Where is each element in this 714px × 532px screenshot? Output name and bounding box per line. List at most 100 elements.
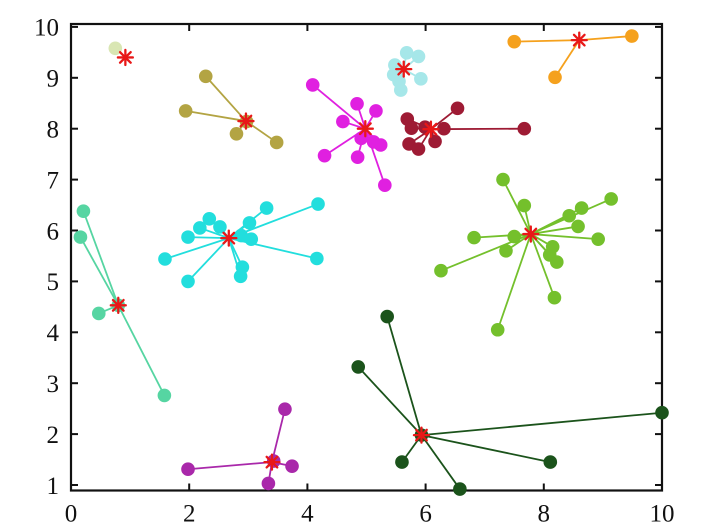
cluster-purple bbox=[181, 402, 299, 491]
cluster-line bbox=[554, 39, 581, 78]
y-tick-label: 3 bbox=[47, 371, 60, 398]
asterisk-center bbox=[428, 127, 434, 132]
x-tick-label: 10 bbox=[650, 501, 675, 528]
centroid-asterisk-pale-green bbox=[116, 48, 135, 67]
cluster-point bbox=[278, 402, 292, 416]
cluster-line bbox=[187, 461, 273, 471]
cluster-line bbox=[496, 233, 532, 331]
cluster-point bbox=[467, 230, 481, 245]
centroid-asterisk-dark-red bbox=[422, 120, 440, 138]
cluster-point bbox=[259, 201, 274, 215]
cluster-point bbox=[310, 251, 324, 266]
cluster-point bbox=[261, 476, 276, 491]
cluster-point bbox=[193, 221, 207, 235]
centroid-asterisk-yellow-green bbox=[522, 225, 540, 243]
asterisk-center bbox=[116, 303, 121, 308]
cluster-point bbox=[311, 197, 325, 211]
asterisk-center bbox=[243, 118, 249, 124]
cluster-point bbox=[399, 46, 414, 60]
cluster-point bbox=[414, 72, 428, 86]
cluster-point bbox=[181, 274, 195, 289]
cluster-point bbox=[285, 459, 299, 473]
y-tick-label: 5 bbox=[47, 269, 60, 296]
cluster-point bbox=[336, 114, 350, 129]
y-tick-label: 4 bbox=[47, 320, 60, 347]
cluster-line bbox=[187, 237, 230, 283]
cluster-point bbox=[269, 135, 284, 150]
y-tick-label: 9 bbox=[47, 66, 60, 93]
cluster-point bbox=[550, 255, 564, 269]
cluster-point bbox=[351, 360, 366, 374]
cluster-point bbox=[350, 150, 365, 165]
cluster-line bbox=[421, 411, 663, 437]
centroid-asterisk-purple bbox=[263, 453, 281, 471]
centroids-layer bbox=[109, 31, 588, 471]
cluster-point bbox=[158, 252, 172, 266]
cluster-point bbox=[242, 216, 257, 230]
cluster-point bbox=[562, 208, 577, 223]
cluster-point bbox=[202, 211, 217, 226]
centroid-asterisk-cyan bbox=[220, 229, 238, 247]
cluster-point bbox=[507, 229, 522, 244]
cluster-line bbox=[312, 84, 366, 130]
cluster-point bbox=[395, 455, 409, 469]
cluster-point bbox=[428, 134, 442, 149]
y-tick-label: 10 bbox=[34, 15, 59, 42]
cluster-point bbox=[574, 201, 589, 215]
cluster-point bbox=[507, 34, 522, 49]
cluster-point bbox=[496, 172, 510, 187]
cluster-point bbox=[517, 198, 532, 213]
cluster-line bbox=[579, 35, 632, 42]
cluster-dark-green bbox=[351, 309, 669, 496]
cluster-point bbox=[213, 220, 227, 234]
cluster-point bbox=[655, 405, 669, 420]
cluster-point bbox=[244, 232, 259, 246]
cluster-point bbox=[437, 121, 451, 136]
cluster-line bbox=[502, 179, 532, 235]
cluster-point bbox=[604, 192, 618, 206]
x-tick-label: 4 bbox=[301, 501, 314, 528]
cluster-point bbox=[571, 219, 585, 234]
cluster-line bbox=[117, 304, 166, 396]
cluster-line bbox=[271, 408, 286, 463]
y-tick-label: 1 bbox=[47, 473, 60, 500]
cluster-point bbox=[591, 232, 605, 246]
cluster-point bbox=[91, 306, 106, 321]
asterisk-center bbox=[226, 235, 231, 241]
cluster-dark-red bbox=[400, 101, 532, 156]
cluster-point bbox=[178, 104, 193, 118]
asterisk-center bbox=[123, 55, 128, 60]
cluster-point bbox=[543, 455, 558, 469]
x-tick-label: 8 bbox=[538, 501, 551, 528]
asterisk-center bbox=[419, 432, 424, 438]
cluster-point bbox=[76, 204, 91, 218]
cluster-point bbox=[411, 49, 426, 64]
cluster-line bbox=[530, 233, 599, 241]
cluster-line bbox=[530, 225, 579, 235]
cluster-line bbox=[82, 210, 120, 306]
cluster-line bbox=[357, 366, 423, 436]
cluster-line bbox=[185, 109, 247, 122]
asterisk-center bbox=[577, 37, 582, 43]
cluster-magenta bbox=[305, 78, 392, 192]
centroid-asterisk-magenta bbox=[356, 120, 374, 138]
cluster-line bbox=[514, 39, 580, 43]
cluster-point bbox=[548, 70, 562, 85]
cluster-point bbox=[233, 269, 248, 284]
centroid-asterisk-dark-green bbox=[412, 426, 431, 444]
plot-frame-layer bbox=[69, 22, 664, 492]
cluster-point bbox=[490, 322, 505, 337]
clusters-layer bbox=[73, 29, 669, 496]
cluster-line bbox=[420, 434, 461, 490]
y-tick-label: 7 bbox=[47, 167, 60, 194]
cluster-point bbox=[404, 121, 419, 135]
centroid-asterisk-olive bbox=[237, 112, 255, 130]
cluster-point bbox=[181, 462, 195, 477]
cluster-point bbox=[157, 388, 172, 403]
y-tick-label: 8 bbox=[47, 116, 60, 143]
cluster-point bbox=[434, 263, 448, 278]
cluster-point bbox=[350, 96, 364, 111]
cluster-point bbox=[380, 309, 394, 324]
x-tick-label: 6 bbox=[419, 501, 432, 528]
